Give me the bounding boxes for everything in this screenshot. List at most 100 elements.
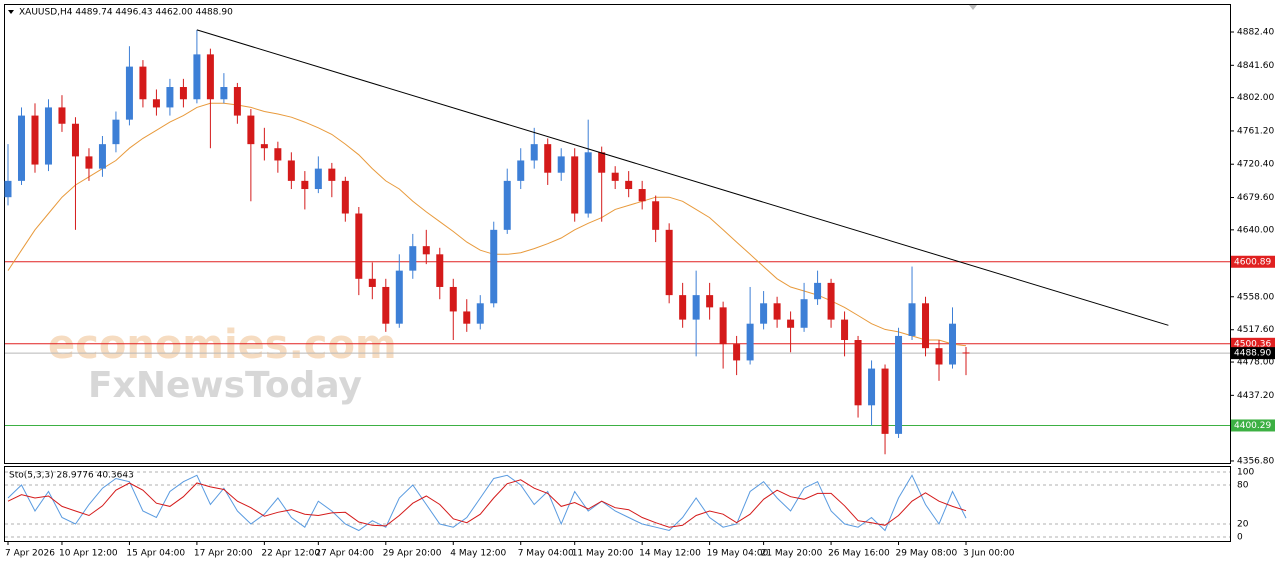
candle-body bbox=[4, 180, 12, 198]
level-label-bg bbox=[1231, 419, 1275, 432]
candle-body bbox=[409, 246, 417, 271]
candle-body bbox=[382, 286, 390, 324]
candle-body bbox=[206, 54, 214, 100]
candle-body bbox=[139, 66, 147, 100]
y-tick-label: 4882.40 bbox=[1237, 28, 1274, 38]
watermark: FxNewsToday bbox=[88, 365, 362, 406]
candle-body bbox=[328, 168, 336, 181]
candle-body bbox=[341, 180, 349, 214]
candle-body bbox=[422, 246, 430, 255]
candle-body bbox=[355, 213, 363, 279]
y-tick-label: 4437.20 bbox=[1237, 391, 1274, 401]
y-tick-label: 4478.00 bbox=[1237, 358, 1274, 368]
y-tick-label: 4558.00 bbox=[1237, 292, 1274, 302]
main-panel bbox=[4, 4, 1231, 464]
candle-body bbox=[476, 303, 484, 324]
level-label-bg bbox=[1231, 337, 1275, 350]
candle-body bbox=[98, 144, 106, 169]
candle-body bbox=[247, 115, 255, 145]
candle-body bbox=[719, 307, 727, 345]
candle-body bbox=[773, 303, 781, 320]
x-tick-label: 15 Apr 04:00 bbox=[126, 549, 185, 559]
candle-body bbox=[679, 295, 687, 320]
y-tick-label: 4517.60 bbox=[1237, 325, 1274, 335]
candle-body bbox=[881, 368, 889, 434]
candle-body bbox=[908, 303, 916, 336]
x-tick-label: 7 Apr 2026 bbox=[5, 549, 55, 559]
candle-body bbox=[449, 286, 457, 312]
x-tick-label: 10 Apr 12:00 bbox=[59, 549, 118, 559]
y-tick-label: 4356.80 bbox=[1237, 456, 1274, 466]
y-tick-label: 20 bbox=[1237, 519, 1249, 529]
x-tick-label: 11 May 20:00 bbox=[572, 549, 634, 559]
candle-body bbox=[517, 160, 525, 181]
y-tick-label: 4640.00 bbox=[1237, 225, 1274, 235]
candle-body bbox=[166, 87, 174, 108]
y-tick-label: 4720.40 bbox=[1237, 160, 1274, 170]
candle-body bbox=[611, 172, 619, 181]
candle-body bbox=[746, 323, 754, 361]
candle-body bbox=[31, 115, 39, 165]
candle-body bbox=[652, 201, 660, 230]
y-tick-label: 100 bbox=[1237, 468, 1254, 478]
level-label: 4400.29 bbox=[1234, 421, 1271, 431]
candle-body bbox=[368, 278, 376, 287]
x-tick-label: 26 May 16:00 bbox=[828, 549, 890, 559]
level-label: 4500.36 bbox=[1234, 339, 1271, 349]
candle-body bbox=[625, 180, 633, 190]
candle-body bbox=[287, 160, 295, 181]
indicator-title: Sto(5,3,3) 28.9776 40.3643 bbox=[9, 471, 134, 481]
candle-body bbox=[814, 282, 822, 300]
candle-body bbox=[179, 87, 187, 100]
candle-body bbox=[922, 303, 930, 349]
level-label: 4488.90 bbox=[1234, 349, 1271, 359]
menu-arrow[interactable] bbox=[8, 10, 14, 14]
candle-body bbox=[544, 144, 552, 173]
x-tick-label: 29 May 08:00 bbox=[896, 549, 958, 559]
chart-title: XAUUSD,H4 4489.74 4496.43 4462.00 4488.9… bbox=[19, 8, 233, 18]
candle-body bbox=[125, 66, 133, 120]
candle-body bbox=[854, 340, 862, 406]
candle-body bbox=[841, 319, 849, 341]
candle-body bbox=[220, 87, 228, 100]
candle-body bbox=[571, 156, 579, 214]
candle-body bbox=[665, 229, 673, 296]
candle-body bbox=[44, 107, 52, 165]
candle-body bbox=[638, 189, 646, 202]
y-tick-label: 80 bbox=[1237, 480, 1249, 490]
stochastic-line bbox=[7, 474, 967, 532]
candle-body bbox=[193, 54, 201, 100]
level-label-bg bbox=[1231, 255, 1275, 268]
candle-body bbox=[58, 107, 66, 124]
candle-body bbox=[260, 144, 268, 149]
x-tick-label: 29 Apr 20:00 bbox=[383, 549, 442, 559]
candle-body bbox=[314, 168, 322, 190]
candle-body bbox=[557, 156, 565, 173]
x-tick-label: 14 May 12:00 bbox=[639, 549, 701, 559]
x-tick-label: 21 May 20:00 bbox=[761, 549, 823, 559]
candle-body bbox=[827, 282, 835, 320]
candle-body bbox=[395, 270, 403, 324]
candle-body bbox=[787, 319, 795, 328]
candle-body bbox=[733, 344, 741, 361]
candle-body bbox=[895, 335, 903, 434]
level-label-bg bbox=[1231, 347, 1275, 360]
candle-body bbox=[112, 119, 120, 145]
candle-body bbox=[706, 295, 714, 308]
candle-body bbox=[868, 368, 876, 406]
candle-body bbox=[233, 87, 241, 116]
candle-body bbox=[962, 352, 970, 354]
x-tick-label: 17 Apr 20:00 bbox=[194, 549, 253, 559]
candle-body bbox=[935, 348, 943, 365]
candle-body bbox=[949, 323, 957, 365]
y-tick-label: 4761.20 bbox=[1237, 126, 1274, 136]
level-label: 4600.89 bbox=[1234, 257, 1271, 267]
candle-body bbox=[301, 180, 309, 190]
candle-body bbox=[530, 144, 538, 161]
candle-body bbox=[800, 299, 808, 328]
candle-body bbox=[503, 180, 511, 230]
candle-body bbox=[274, 148, 282, 161]
x-tick-label: 3 Jun 00:00 bbox=[963, 549, 1015, 559]
candle-body bbox=[85, 156, 93, 169]
